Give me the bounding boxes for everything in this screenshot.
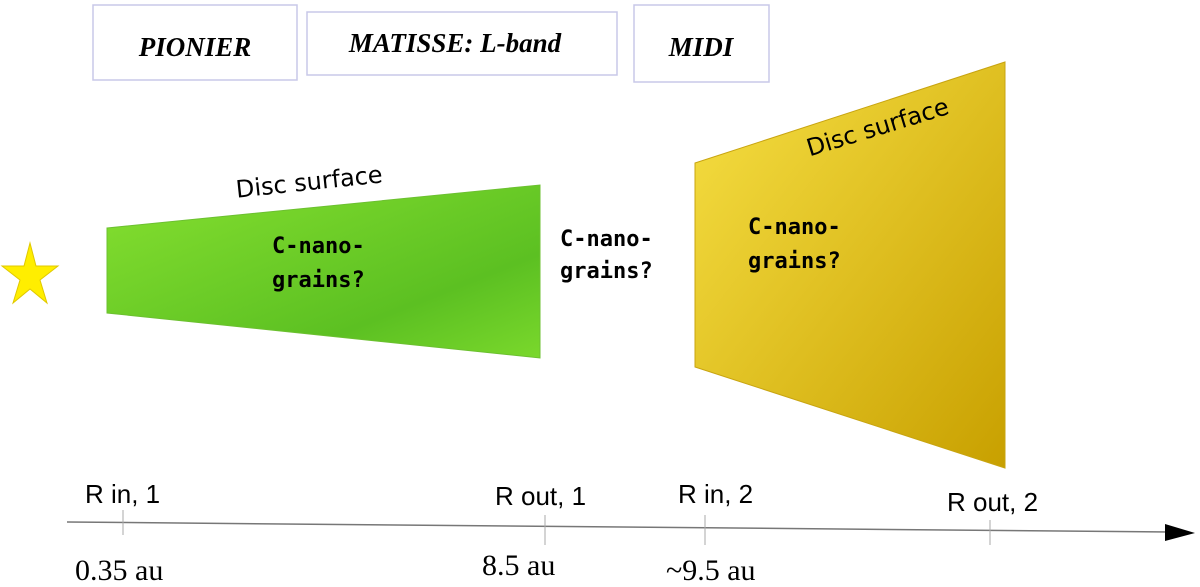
- marker-label: R out, 2: [947, 487, 1038, 517]
- instrument-box: [306, 11, 618, 76]
- grains-label: C-nano-: [272, 234, 365, 259]
- ticks: [122, 510, 991, 545]
- marker-value: 8.5 au: [482, 549, 555, 582]
- axis: [66, 521, 1171, 533]
- gap-label: C-nano-: [560, 227, 653, 252]
- axis-arrow: [1165, 524, 1195, 541]
- grains-label: grains?: [748, 249, 841, 274]
- grains-label: C-nano-: [748, 215, 841, 240]
- marker-value: ~9.5 au: [666, 554, 756, 587]
- inner-disc: [106, 184, 541, 359]
- marker-label: R out, 1: [495, 481, 586, 511]
- surface-label: Disc surface: [235, 160, 384, 203]
- marker-label: R in, 1: [85, 479, 160, 509]
- instrument-box: [92, 4, 298, 81]
- marker-value: 0.35 au: [75, 554, 163, 587]
- instrument-label: MATISSE: L-band: [348, 28, 562, 58]
- instrument-label: MIDI: [668, 32, 735, 62]
- star: [0, 241, 60, 305]
- instrument-box: [633, 4, 770, 83]
- grains-label: grains?: [272, 268, 365, 293]
- gap-label: grains?: [560, 259, 653, 284]
- instrument-label: PIONIER: [138, 32, 252, 62]
- instrument-boxes: [92, 4, 770, 83]
- outer-disc: [694, 61, 1006, 469]
- marker-label: R in, 2: [678, 479, 753, 509]
